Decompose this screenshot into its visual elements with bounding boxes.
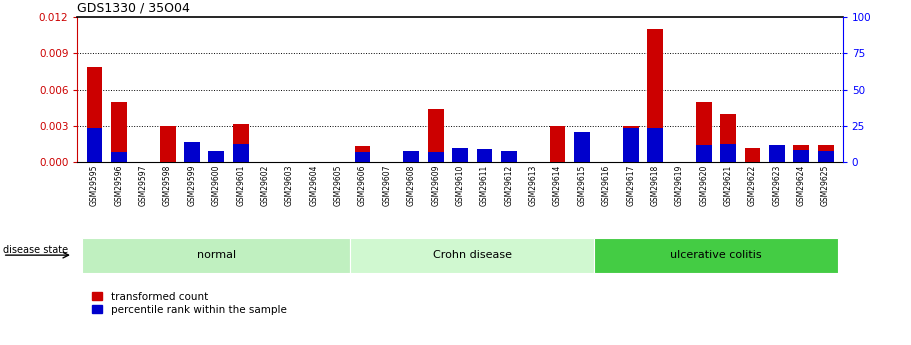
Bar xyxy=(159,126,176,162)
Bar xyxy=(696,145,711,162)
Text: GSM29611: GSM29611 xyxy=(480,165,489,206)
Text: normal: normal xyxy=(197,250,236,260)
Bar xyxy=(428,109,444,162)
Text: GSM29612: GSM29612 xyxy=(505,165,513,206)
Text: GSM29599: GSM29599 xyxy=(188,165,197,206)
Text: Crohn disease: Crohn disease xyxy=(433,250,512,260)
Bar xyxy=(87,67,102,162)
Bar xyxy=(233,144,249,162)
Text: GSM29618: GSM29618 xyxy=(650,165,660,206)
Text: GSM29620: GSM29620 xyxy=(700,165,708,206)
Text: GSM29619: GSM29619 xyxy=(675,165,684,206)
Text: GSM29610: GSM29610 xyxy=(456,165,465,206)
Text: GSM29608: GSM29608 xyxy=(407,165,415,206)
Text: GSM29623: GSM29623 xyxy=(773,165,782,206)
Bar xyxy=(623,128,639,162)
Text: GSM29621: GSM29621 xyxy=(723,165,732,206)
Bar xyxy=(209,151,224,162)
Bar xyxy=(721,144,736,162)
Bar xyxy=(818,145,834,162)
Text: GSM29600: GSM29600 xyxy=(212,165,220,206)
Text: GDS1330 / 35O04: GDS1330 / 35O04 xyxy=(77,2,190,15)
Text: GSM29606: GSM29606 xyxy=(358,165,367,206)
Bar xyxy=(184,141,200,162)
Bar xyxy=(647,128,663,162)
Text: GSM29613: GSM29613 xyxy=(528,165,537,206)
Text: GSM29624: GSM29624 xyxy=(797,165,805,206)
Text: GSM29597: GSM29597 xyxy=(138,165,148,206)
Text: GSM29605: GSM29605 xyxy=(333,165,343,206)
Text: GSM29614: GSM29614 xyxy=(553,165,562,206)
Text: GSM29601: GSM29601 xyxy=(236,165,245,206)
Text: GSM29603: GSM29603 xyxy=(285,165,294,206)
Text: GSM29602: GSM29602 xyxy=(261,165,270,206)
Bar xyxy=(647,29,663,162)
Text: ulcerative colitis: ulcerative colitis xyxy=(670,250,762,260)
Bar xyxy=(428,152,444,162)
Text: GSM29622: GSM29622 xyxy=(748,165,757,206)
Bar xyxy=(793,150,809,162)
Bar xyxy=(209,161,224,162)
Bar xyxy=(233,124,249,162)
Text: GSM29607: GSM29607 xyxy=(383,165,392,206)
Bar xyxy=(354,152,371,162)
Bar xyxy=(574,132,589,162)
Bar xyxy=(87,128,102,162)
Bar xyxy=(793,145,809,162)
Text: GSM29617: GSM29617 xyxy=(626,165,635,206)
Bar xyxy=(549,126,566,162)
Text: GSM29616: GSM29616 xyxy=(602,165,610,206)
Bar xyxy=(82,238,351,273)
Bar xyxy=(354,146,371,162)
Text: GSM29609: GSM29609 xyxy=(431,165,440,206)
Text: GSM29604: GSM29604 xyxy=(310,165,318,206)
Bar xyxy=(111,152,127,162)
Bar xyxy=(404,151,419,162)
Bar xyxy=(111,102,127,162)
Bar xyxy=(696,102,711,162)
Bar xyxy=(476,149,492,162)
Text: GSM29596: GSM29596 xyxy=(115,165,123,206)
Text: disease state: disease state xyxy=(3,245,67,255)
Bar xyxy=(476,161,492,162)
Bar xyxy=(818,151,834,162)
Bar xyxy=(351,238,594,273)
Bar xyxy=(501,151,517,162)
Bar xyxy=(452,148,468,162)
Bar xyxy=(623,126,639,162)
Text: GSM29615: GSM29615 xyxy=(578,165,587,206)
Bar xyxy=(744,148,761,162)
Legend: transformed count, percentile rank within the sample: transformed count, percentile rank withi… xyxy=(92,292,286,315)
Bar xyxy=(452,161,468,162)
Bar xyxy=(721,114,736,162)
Bar xyxy=(769,145,784,162)
Text: GSM29595: GSM29595 xyxy=(90,165,99,206)
Text: GSM29598: GSM29598 xyxy=(163,165,172,206)
Bar xyxy=(594,238,838,273)
Text: GSM29625: GSM29625 xyxy=(821,165,830,206)
